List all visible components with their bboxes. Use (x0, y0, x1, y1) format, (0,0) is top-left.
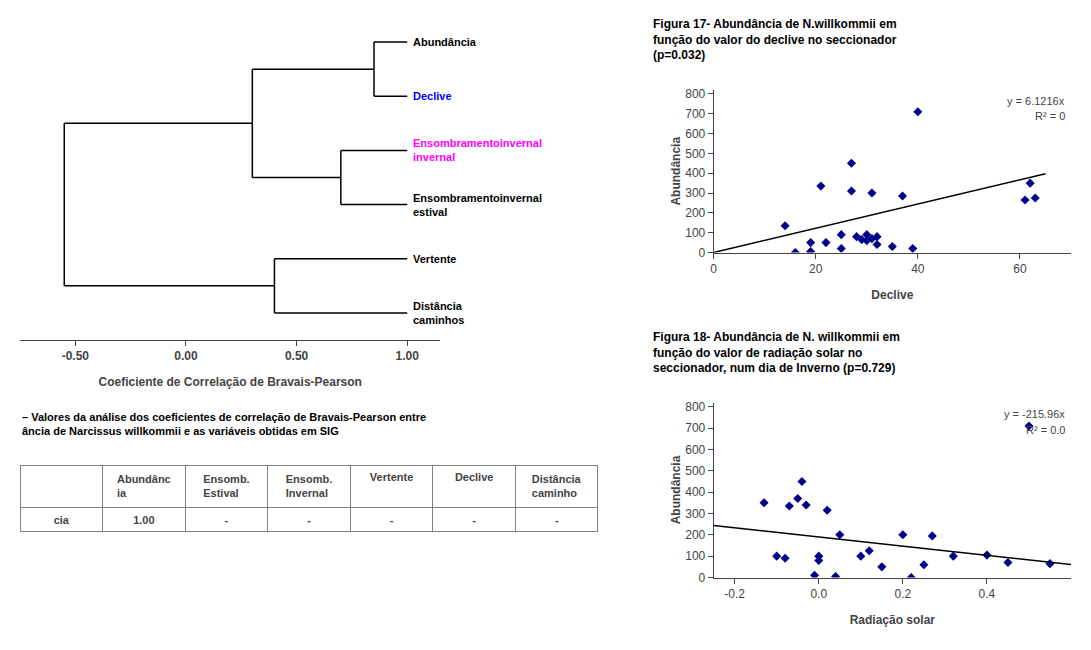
svg-text:-: - (390, 514, 394, 526)
svg-text:Vertente: Vertente (370, 471, 413, 483)
svg-text:Figura 17- Abundância de N.wil: Figura 17- Abundância de N.willkommii em… (653, 17, 897, 62)
svg-text:– Valores da análise dos coefi: – Valores da análise dos coeficientes de… (22, 411, 426, 437)
svg-text:R² = 0.0: R² = 0.0 (1026, 424, 1065, 436)
svg-text:-: - (225, 514, 229, 526)
svg-text:200: 200 (685, 206, 705, 220)
svg-text:60: 60 (1013, 262, 1027, 276)
svg-text:Distânciacaminhos: Distânciacaminhos (413, 300, 464, 326)
svg-text:Declive: Declive (871, 288, 913, 302)
svg-text:700: 700 (685, 107, 705, 121)
svg-text:800: 800 (685, 400, 705, 414)
svg-text:Abundância: Abundância (117, 473, 171, 499)
svg-text:-: - (555, 514, 559, 526)
svg-text:0: 0 (699, 246, 706, 260)
svg-text:500: 500 (685, 464, 705, 478)
svg-text:-: - (307, 514, 311, 526)
svg-text:Ensombramentoinvernalinvernal: Ensombramentoinvernalinvernal (413, 137, 542, 163)
svg-text:Radiação solar: Radiação solar (850, 613, 936, 627)
svg-text:1.00: 1.00 (133, 514, 154, 526)
svg-text:y = -215.96x: y = -215.96x (1004, 408, 1065, 420)
svg-text:200: 200 (685, 528, 705, 542)
svg-text:300: 300 (685, 507, 705, 521)
svg-text:Abundância: Abundância (669, 455, 683, 524)
svg-text:-: - (472, 514, 476, 526)
svg-text:cia: cia (54, 514, 70, 526)
svg-text:Abundância: Abundância (669, 137, 683, 206)
svg-text:600: 600 (685, 443, 705, 457)
svg-text:Declive: Declive (413, 90, 452, 102)
svg-text:500: 500 (685, 147, 705, 161)
svg-text:0: 0 (710, 262, 717, 276)
svg-text:R² = 0: R² = 0 (1035, 110, 1065, 122)
svg-text:40: 40 (911, 262, 925, 276)
svg-text:-0.50: -0.50 (62, 349, 90, 363)
svg-text:0.4: 0.4 (979, 587, 996, 601)
svg-text:20: 20 (809, 262, 823, 276)
svg-text:0.00: 0.00 (174, 349, 198, 363)
svg-text:Distânciacaminho: Distânciacaminho (532, 473, 582, 499)
svg-text:0.50: 0.50 (285, 349, 309, 363)
svg-text:400: 400 (685, 166, 705, 180)
svg-text:Vertente: Vertente (413, 253, 456, 265)
svg-text:Ensomb.Invernal: Ensomb.Invernal (286, 473, 332, 499)
svg-text:Declive: Declive (455, 471, 494, 483)
svg-text:1.00: 1.00 (396, 349, 420, 363)
svg-text:400: 400 (685, 485, 705, 499)
svg-text:300: 300 (685, 186, 705, 200)
svg-text:100: 100 (685, 549, 705, 563)
svg-text:0: 0 (699, 571, 706, 585)
svg-text:100: 100 (685, 226, 705, 240)
svg-text:600: 600 (685, 127, 705, 141)
svg-text:Ensombramentoinvernalestival: Ensombramentoinvernalestival (413, 192, 542, 218)
svg-text:Coeficiente de Correlação de B: Coeficiente de Correlação de Bravais-Pea… (98, 375, 361, 389)
svg-text:Ensomb.Estival: Ensomb.Estival (203, 473, 249, 499)
svg-text:Figura 18- Abundância de N. wi: Figura 18- Abundância de N. willkommii e… (653, 330, 900, 375)
svg-text:0.0: 0.0 (810, 587, 827, 601)
svg-text:-0.2: -0.2 (724, 587, 745, 601)
svg-text:800: 800 (685, 87, 705, 101)
svg-text:Abundância: Abundância (413, 36, 477, 48)
svg-text:700: 700 (685, 421, 705, 435)
svg-text:0.2: 0.2 (894, 587, 911, 601)
svg-text:y = 6.1216x: y = 6.1216x (1007, 95, 1065, 107)
